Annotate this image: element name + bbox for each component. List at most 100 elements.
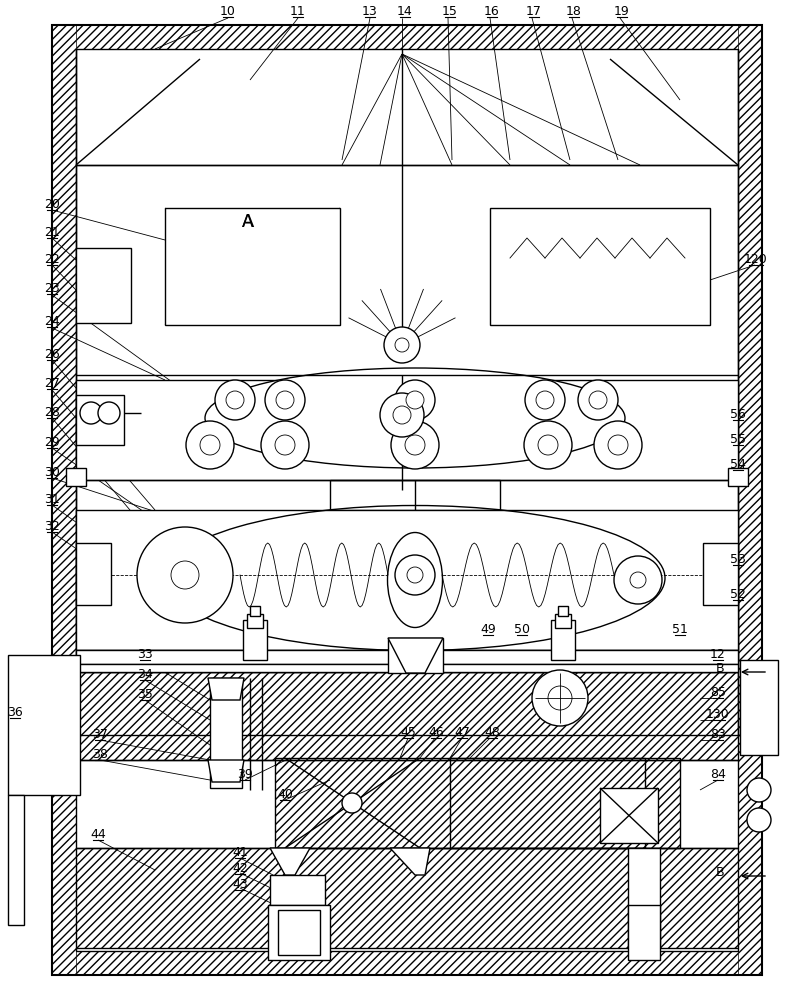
Bar bbox=[247, 614, 263, 628]
Text: 41: 41 bbox=[232, 846, 247, 859]
Circle shape bbox=[214, 380, 255, 420]
Bar bbox=[702, 543, 737, 605]
Circle shape bbox=[524, 421, 571, 469]
Bar bbox=[275, 758, 644, 848]
Text: 23: 23 bbox=[44, 282, 59, 295]
Text: 18: 18 bbox=[565, 5, 581, 18]
Text: 84: 84 bbox=[709, 768, 725, 781]
Bar bbox=[727, 468, 747, 486]
Circle shape bbox=[536, 391, 553, 409]
Circle shape bbox=[393, 406, 410, 424]
Text: 34: 34 bbox=[137, 668, 153, 681]
Text: 33: 33 bbox=[137, 648, 153, 661]
Circle shape bbox=[380, 393, 423, 437]
Text: 55: 55 bbox=[729, 433, 745, 446]
Bar bbox=[250, 606, 259, 616]
Text: 40: 40 bbox=[277, 788, 292, 801]
Polygon shape bbox=[208, 760, 243, 782]
Polygon shape bbox=[388, 638, 442, 673]
Circle shape bbox=[577, 380, 618, 420]
Text: 11: 11 bbox=[290, 5, 305, 18]
Circle shape bbox=[524, 380, 565, 420]
Bar bbox=[267, 905, 329, 960]
Text: B: B bbox=[715, 662, 724, 674]
Text: 12: 12 bbox=[709, 648, 725, 661]
Text: 42: 42 bbox=[232, 862, 247, 875]
Bar bbox=[627, 905, 659, 960]
Circle shape bbox=[390, 421, 438, 469]
Text: 29: 29 bbox=[44, 436, 59, 449]
Bar bbox=[165, 208, 340, 325]
Text: 45: 45 bbox=[400, 726, 415, 739]
Text: 39: 39 bbox=[237, 768, 253, 781]
Circle shape bbox=[548, 686, 571, 710]
Bar bbox=[76, 380, 737, 480]
Bar bbox=[557, 606, 567, 616]
Bar bbox=[599, 788, 657, 843]
Circle shape bbox=[80, 402, 102, 424]
Text: 48: 48 bbox=[483, 726, 499, 739]
Ellipse shape bbox=[205, 368, 624, 468]
Text: 27: 27 bbox=[44, 377, 60, 390]
Circle shape bbox=[394, 555, 434, 595]
Bar bbox=[270, 875, 324, 905]
Bar bbox=[76, 165, 737, 735]
Bar bbox=[388, 638, 442, 673]
Bar bbox=[554, 614, 570, 628]
Bar bbox=[76, 395, 124, 445]
Circle shape bbox=[405, 435, 425, 455]
Text: 16: 16 bbox=[483, 5, 499, 18]
Circle shape bbox=[607, 435, 627, 455]
Text: A: A bbox=[242, 213, 254, 231]
Circle shape bbox=[589, 391, 606, 409]
Text: 85: 85 bbox=[709, 686, 725, 699]
Bar bbox=[76, 248, 131, 323]
Text: 120: 120 bbox=[744, 253, 767, 266]
Text: 28: 28 bbox=[44, 406, 60, 419]
Bar bbox=[52, 25, 761, 975]
Text: 47: 47 bbox=[454, 726, 469, 739]
Text: 36: 36 bbox=[7, 706, 22, 719]
Circle shape bbox=[532, 670, 587, 726]
Circle shape bbox=[746, 778, 770, 802]
Text: 54: 54 bbox=[729, 458, 745, 471]
Bar bbox=[52, 25, 761, 49]
Bar bbox=[76, 672, 737, 760]
Ellipse shape bbox=[387, 532, 442, 628]
Text: 31: 31 bbox=[44, 493, 59, 506]
Bar bbox=[76, 510, 737, 650]
Bar bbox=[76, 664, 737, 672]
Text: 32: 32 bbox=[44, 520, 59, 533]
Text: 52: 52 bbox=[729, 588, 745, 601]
Bar bbox=[8, 655, 80, 795]
Circle shape bbox=[394, 380, 434, 420]
Circle shape bbox=[261, 421, 308, 469]
Bar bbox=[76, 543, 111, 605]
Text: B: B bbox=[715, 865, 724, 879]
Circle shape bbox=[185, 421, 234, 469]
Circle shape bbox=[746, 808, 770, 832]
Bar bbox=[737, 25, 761, 975]
Circle shape bbox=[98, 402, 120, 424]
Bar bbox=[210, 678, 242, 788]
Bar bbox=[739, 660, 777, 755]
Circle shape bbox=[406, 391, 423, 409]
Text: 46: 46 bbox=[427, 726, 443, 739]
Text: 35: 35 bbox=[137, 688, 153, 701]
Circle shape bbox=[630, 572, 645, 588]
Bar bbox=[52, 25, 76, 975]
Text: 56: 56 bbox=[729, 408, 745, 421]
Text: 17: 17 bbox=[525, 5, 541, 18]
Text: 50: 50 bbox=[513, 623, 529, 636]
Bar bbox=[627, 848, 659, 948]
Text: 22: 22 bbox=[44, 253, 59, 266]
Text: 83: 83 bbox=[709, 728, 725, 741]
Text: 51: 51 bbox=[671, 623, 687, 636]
Circle shape bbox=[275, 435, 295, 455]
Text: 38: 38 bbox=[92, 748, 108, 761]
Bar bbox=[550, 620, 574, 660]
Text: 13: 13 bbox=[361, 5, 377, 18]
Text: 43: 43 bbox=[232, 878, 247, 891]
Bar bbox=[489, 208, 709, 325]
Circle shape bbox=[341, 793, 361, 813]
